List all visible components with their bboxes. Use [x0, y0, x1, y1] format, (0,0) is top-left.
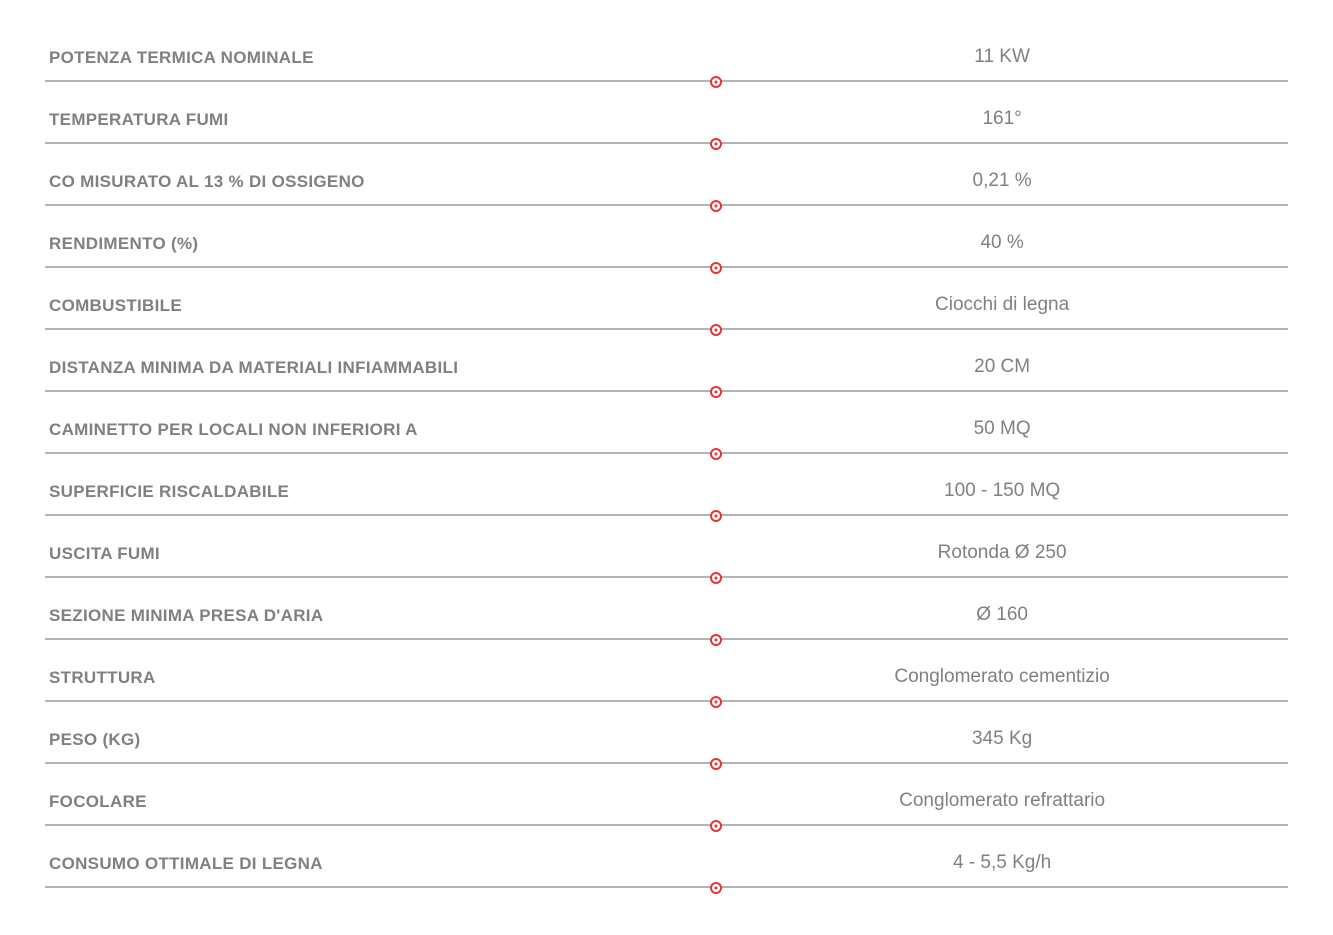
spec-value: 161° — [716, 108, 1288, 144]
spec-row: FOCOLAREConglomerato refrattario — [45, 764, 1288, 826]
spec-label: SEZIONE MINIMA PRESA D'ARIA — [45, 606, 716, 640]
spec-table: POTENZA TERMICA NOMINALE11 KWTEMPERATURA… — [45, 20, 1288, 888]
spec-value: Conglomerato cementizio — [716, 666, 1288, 702]
divider-marker-icon — [710, 634, 722, 646]
spec-row: RENDIMENTO (%)40 % — [45, 206, 1288, 268]
divider-marker-icon — [710, 200, 722, 212]
spec-row: SEZIONE MINIMA PRESA D'ARIAØ 160 — [45, 578, 1288, 640]
spec-label: USCITA FUMI — [45, 544, 716, 578]
divider-marker-icon — [710, 820, 722, 832]
spec-label: CAMINETTO PER LOCALI NON INFERIORI A — [45, 420, 716, 454]
divider-marker-icon — [710, 696, 722, 708]
spec-value: 50 MQ — [716, 418, 1288, 454]
divider-marker-icon — [710, 572, 722, 584]
spec-value: Rotonda Ø 250 — [716, 542, 1288, 578]
spec-row: CO MISURATO AL 13 % DI OSSIGENO0,21 % — [45, 144, 1288, 206]
divider-marker-icon — [710, 76, 722, 88]
spec-value: 100 - 150 MQ — [716, 480, 1288, 516]
spec-row: DISTANZA MINIMA DA MATERIALI INFIAMMABIL… — [45, 330, 1288, 392]
spec-label: POTENZA TERMICA NOMINALE — [45, 48, 716, 82]
spec-row: SUPERFICIE RISCALDABILE100 - 150 MQ — [45, 454, 1288, 516]
spec-value: Ciocchi di legna — [716, 294, 1288, 330]
spec-label: STRUTTURA — [45, 668, 716, 702]
spec-label: TEMPERATURA FUMI — [45, 110, 716, 144]
spec-row: STRUTTURAConglomerato cementizio — [45, 640, 1288, 702]
spec-label: FOCOLARE — [45, 792, 716, 826]
spec-value: Conglomerato refrattario — [716, 790, 1288, 826]
divider-marker-icon — [710, 262, 722, 274]
spec-label: CO MISURATO AL 13 % DI OSSIGENO — [45, 172, 716, 206]
spec-row: PESO (Kg)345 Kg — [45, 702, 1288, 764]
spec-label: SUPERFICIE RISCALDABILE — [45, 482, 716, 516]
spec-value: Ø 160 — [716, 604, 1288, 640]
spec-label: DISTANZA MINIMA DA MATERIALI INFIAMMABIL… — [45, 358, 716, 392]
spec-value: 40 % — [716, 232, 1288, 268]
divider-marker-icon — [710, 758, 722, 770]
spec-label: RENDIMENTO (%) — [45, 234, 716, 268]
divider-marker-icon — [710, 448, 722, 460]
divider-marker-icon — [710, 386, 722, 398]
divider-marker-icon — [710, 882, 722, 894]
divider-marker-icon — [710, 324, 722, 336]
spec-row: COMBUSTIBILECiocchi di legna — [45, 268, 1288, 330]
spec-row: USCITA FUMIRotonda Ø 250 — [45, 516, 1288, 578]
divider-marker-icon — [710, 510, 722, 522]
spec-row: CAMINETTO PER LOCALI NON INFERIORI A50 M… — [45, 392, 1288, 454]
spec-row: TEMPERATURA FUMI161° — [45, 82, 1288, 144]
spec-label: PESO (Kg) — [45, 730, 716, 764]
spec-row: POTENZA TERMICA NOMINALE11 KW — [45, 20, 1288, 82]
spec-label: CONSUMO OTTIMALE DI LEGNA — [45, 854, 716, 888]
divider-marker-icon — [710, 138, 722, 150]
spec-value: 20 CM — [716, 356, 1288, 392]
spec-label: COMBUSTIBILE — [45, 296, 716, 330]
spec-row: CONSUMO OTTIMALE DI LEGNA4 - 5,5 Kg/h — [45, 826, 1288, 888]
spec-value: 11 KW — [716, 46, 1288, 82]
spec-value: 4 - 5,5 Kg/h — [716, 852, 1288, 888]
spec-value: 0,21 % — [716, 170, 1288, 206]
spec-value: 345 Kg — [716, 728, 1288, 764]
